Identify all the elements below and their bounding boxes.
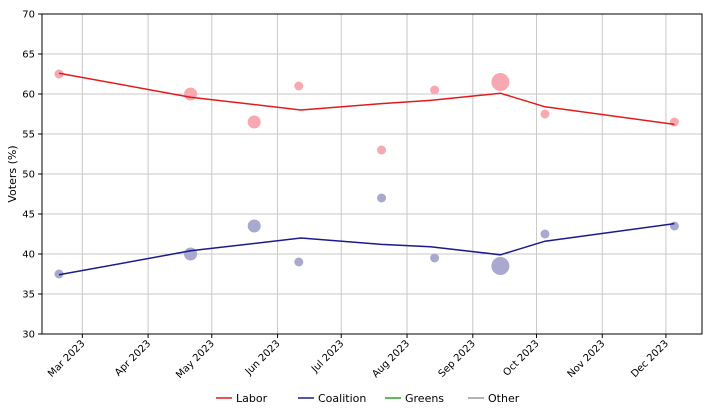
labor-poll-point (54, 69, 64, 79)
x-tick-label: Mar 2023 (46, 338, 87, 379)
x-tick-label: May 2023 (174, 338, 217, 381)
coalition-poll-point (669, 221, 679, 231)
y-tick-label: 65 (22, 50, 35, 61)
coalition-poll-point (247, 219, 261, 233)
series-layer (54, 69, 679, 279)
coalition-poll-point (184, 247, 198, 261)
y-tick-label: 55 (22, 130, 35, 141)
labor-poll-point (294, 81, 304, 91)
y-tick-label: 40 (22, 250, 35, 261)
legend-label-greens: Greens (405, 392, 444, 405)
labor-poll-point (377, 145, 387, 155)
legend-label-coalition: Coalition (318, 392, 366, 405)
labor-poll-point (540, 109, 550, 119)
legend: Labor Coalition Greens Other (216, 392, 520, 405)
labor-trend-line (58, 72, 675, 126)
labor-poll-point (430, 85, 440, 95)
x-tick-label: Oct 2023 (501, 338, 541, 378)
labor-poll-point (247, 115, 261, 129)
x-tick-label: Apr 2023 (113, 338, 153, 378)
labor-poll-point (669, 117, 679, 127)
x-tick-label: Jun 2023 (243, 338, 283, 378)
y-tick-label: 70 (22, 10, 35, 21)
legend-label-other: Other (488, 392, 520, 405)
y-tick-label: 60 (22, 90, 35, 101)
labor-poll-point (491, 73, 510, 91)
coalition-poll-point (540, 229, 550, 239)
x-tick-label: Jul 2023 (309, 338, 346, 375)
x-tick-label: Aug 2023 (370, 338, 412, 380)
y-tick-label: 30 (22, 330, 35, 341)
coalition-trend-line (58, 222, 675, 276)
coalition-poll-point (377, 193, 387, 203)
y-tick-label: 45 (22, 210, 35, 221)
y-tick-label: 35 (22, 290, 35, 301)
coalition-poll-point (54, 269, 64, 279)
x-tick-label: Sep 2023 (437, 338, 478, 379)
labor-poll-point (184, 87, 198, 101)
x-tick-label: Dec 2023 (629, 338, 671, 380)
y-axis-title: Voters (%) (6, 145, 19, 202)
legend-label-labor: Labor (236, 392, 268, 405)
x-tick-label: Nov 2023 (566, 338, 608, 380)
coalition-poll-point (491, 257, 510, 275)
coalition-poll-point (430, 253, 440, 263)
coalition-poll-point (294, 257, 304, 267)
y-tick-label: 50 (22, 170, 35, 181)
